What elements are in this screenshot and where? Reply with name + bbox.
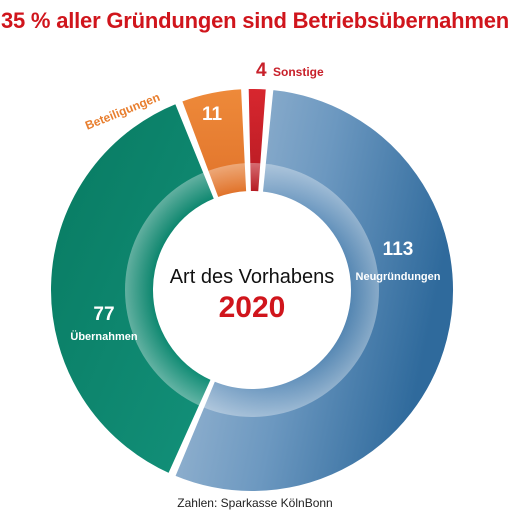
value-beteiligungen: 11 [202, 104, 223, 125]
source-note: Zahlen: Sparkasse KölnBonn [177, 496, 333, 510]
value-neugruendungen: 113 [383, 239, 414, 260]
chart-title: 35 % aller Gründungen sind Betriebsübern… [0, 8, 510, 33]
value-sonstige: 4 [256, 60, 267, 81]
label-uebernahmen: Übernahmen [70, 330, 138, 343]
value-uebernahmen: 77 [93, 304, 114, 325]
center-label: Art des Vorhabens [170, 266, 335, 288]
center-year: 2020 [219, 291, 286, 324]
donut-hole [154, 192, 350, 388]
label-sonstige: Sonstige [273, 65, 324, 79]
label-neugruendungen: Neugründungen [356, 271, 441, 283]
